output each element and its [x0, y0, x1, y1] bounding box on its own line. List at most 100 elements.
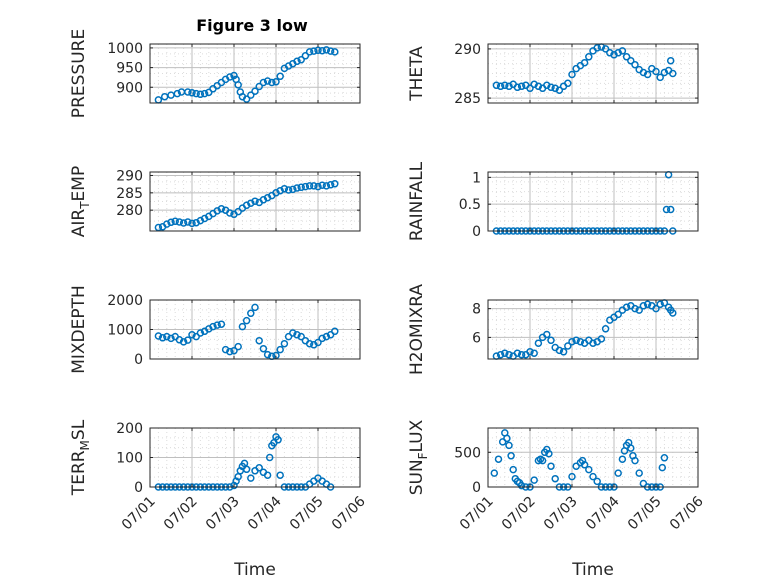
- axes-box: [487, 171, 699, 232]
- axes-box: [149, 171, 361, 232]
- data-point: [293, 331, 301, 339]
- axes-box: [487, 299, 699, 360]
- data-point: [509, 465, 517, 474]
- data-point: [305, 339, 314, 348]
- data-point: [547, 83, 555, 92]
- data-point: [614, 49, 622, 57]
- data-point: [255, 82, 263, 91]
- y-tick-label: 0: [134, 480, 143, 496]
- data-point: [543, 81, 551, 90]
- data-point: [635, 306, 643, 314]
- data-point: [171, 217, 179, 226]
- chart-panel-5: 6 8 H2OMIXRA: [407, 284, 699, 375]
- data-point: [274, 436, 282, 444]
- data-point: [255, 464, 263, 472]
- data-point: [213, 321, 221, 329]
- data-point: [517, 82, 526, 91]
- data-point: [580, 461, 589, 469]
- data-point: [631, 304, 639, 313]
- data-point: [589, 472, 597, 481]
- data-point: [272, 78, 280, 86]
- data-point: [593, 477, 601, 486]
- y-axis-label: SUNFLUX: [407, 419, 430, 495]
- data-point: [305, 48, 314, 56]
- y-tick-label: 500: [454, 445, 481, 461]
- data-point: [297, 332, 305, 341]
- y-tick-label: 100: [116, 451, 143, 467]
- data-point: [310, 182, 318, 190]
- y-tick-label: 0: [134, 352, 143, 368]
- data-point: [551, 84, 559, 93]
- data-point: [305, 182, 314, 190]
- data-point: [259, 78, 268, 87]
- data-series: [154, 46, 339, 104]
- data-point: [205, 88, 213, 97]
- y-tick-label: 2000: [107, 293, 143, 309]
- data-point: [154, 332, 163, 340]
- data-point: [184, 218, 192, 226]
- data-point: [660, 68, 669, 77]
- data-point: [167, 218, 175, 227]
- data-point: [238, 322, 247, 331]
- data-point: [534, 82, 543, 91]
- y-tick-label: 950: [116, 61, 143, 77]
- data-point: [226, 209, 234, 217]
- data-point: [631, 60, 639, 69]
- y-tick-label: 200: [116, 421, 143, 437]
- data-point: [513, 83, 522, 92]
- tick-marks: [487, 428, 699, 488]
- data-point: [251, 197, 259, 205]
- data-point: [669, 309, 677, 317]
- data-point: [326, 181, 335, 189]
- data-point: [564, 342, 572, 350]
- data-point: [247, 199, 255, 207]
- data-point: [251, 303, 259, 312]
- minor-grid: [487, 300, 699, 359]
- data-point: [314, 338, 322, 347]
- data-point: [517, 350, 526, 359]
- y-tick-label: 285: [116, 186, 143, 202]
- data-point: [501, 81, 509, 90]
- data-point: [184, 336, 192, 344]
- data-point: [622, 53, 631, 61]
- y-axis-label: PRESSURE: [69, 29, 89, 118]
- y-tick-label: 900: [116, 80, 143, 96]
- data-point: [568, 472, 576, 481]
- data-point: [263, 471, 272, 479]
- y-tick-label: 0: [472, 480, 481, 496]
- data-point: [507, 452, 515, 460]
- y-axis-label: AIRTEMP: [69, 166, 92, 237]
- data-point: [188, 89, 196, 97]
- data-point: [230, 71, 238, 80]
- data-point: [669, 69, 677, 78]
- data-point: [297, 55, 305, 64]
- data-point: [217, 205, 226, 213]
- data-point: [656, 300, 664, 309]
- y-tick-label: 280: [116, 203, 143, 219]
- data-point: [503, 434, 511, 443]
- data-point: [263, 350, 272, 359]
- data-point: [175, 218, 184, 226]
- data-point: [293, 184, 301, 192]
- x-axis-label: Time: [571, 560, 614, 580]
- data-point: [585, 53, 593, 61]
- tick-marks: [487, 300, 699, 359]
- data-point: [331, 180, 339, 188]
- y-tick-label: 285: [454, 91, 481, 107]
- y-tick-label: 6: [472, 330, 481, 346]
- data-point: [247, 474, 255, 482]
- data-point: [538, 456, 547, 465]
- data-point: [301, 182, 310, 191]
- data-point: [534, 339, 543, 347]
- data-point: [656, 73, 664, 82]
- y-axis-label: H2OMIXRA: [407, 284, 427, 375]
- major-grid: [149, 172, 361, 231]
- data-point: [606, 49, 614, 57]
- data-point: [314, 46, 322, 55]
- data-point: [652, 67, 660, 76]
- data-point: [196, 90, 205, 99]
- data-point: [614, 310, 622, 319]
- data-point: [555, 346, 564, 355]
- data-point: [322, 46, 331, 54]
- data-point: [192, 89, 200, 98]
